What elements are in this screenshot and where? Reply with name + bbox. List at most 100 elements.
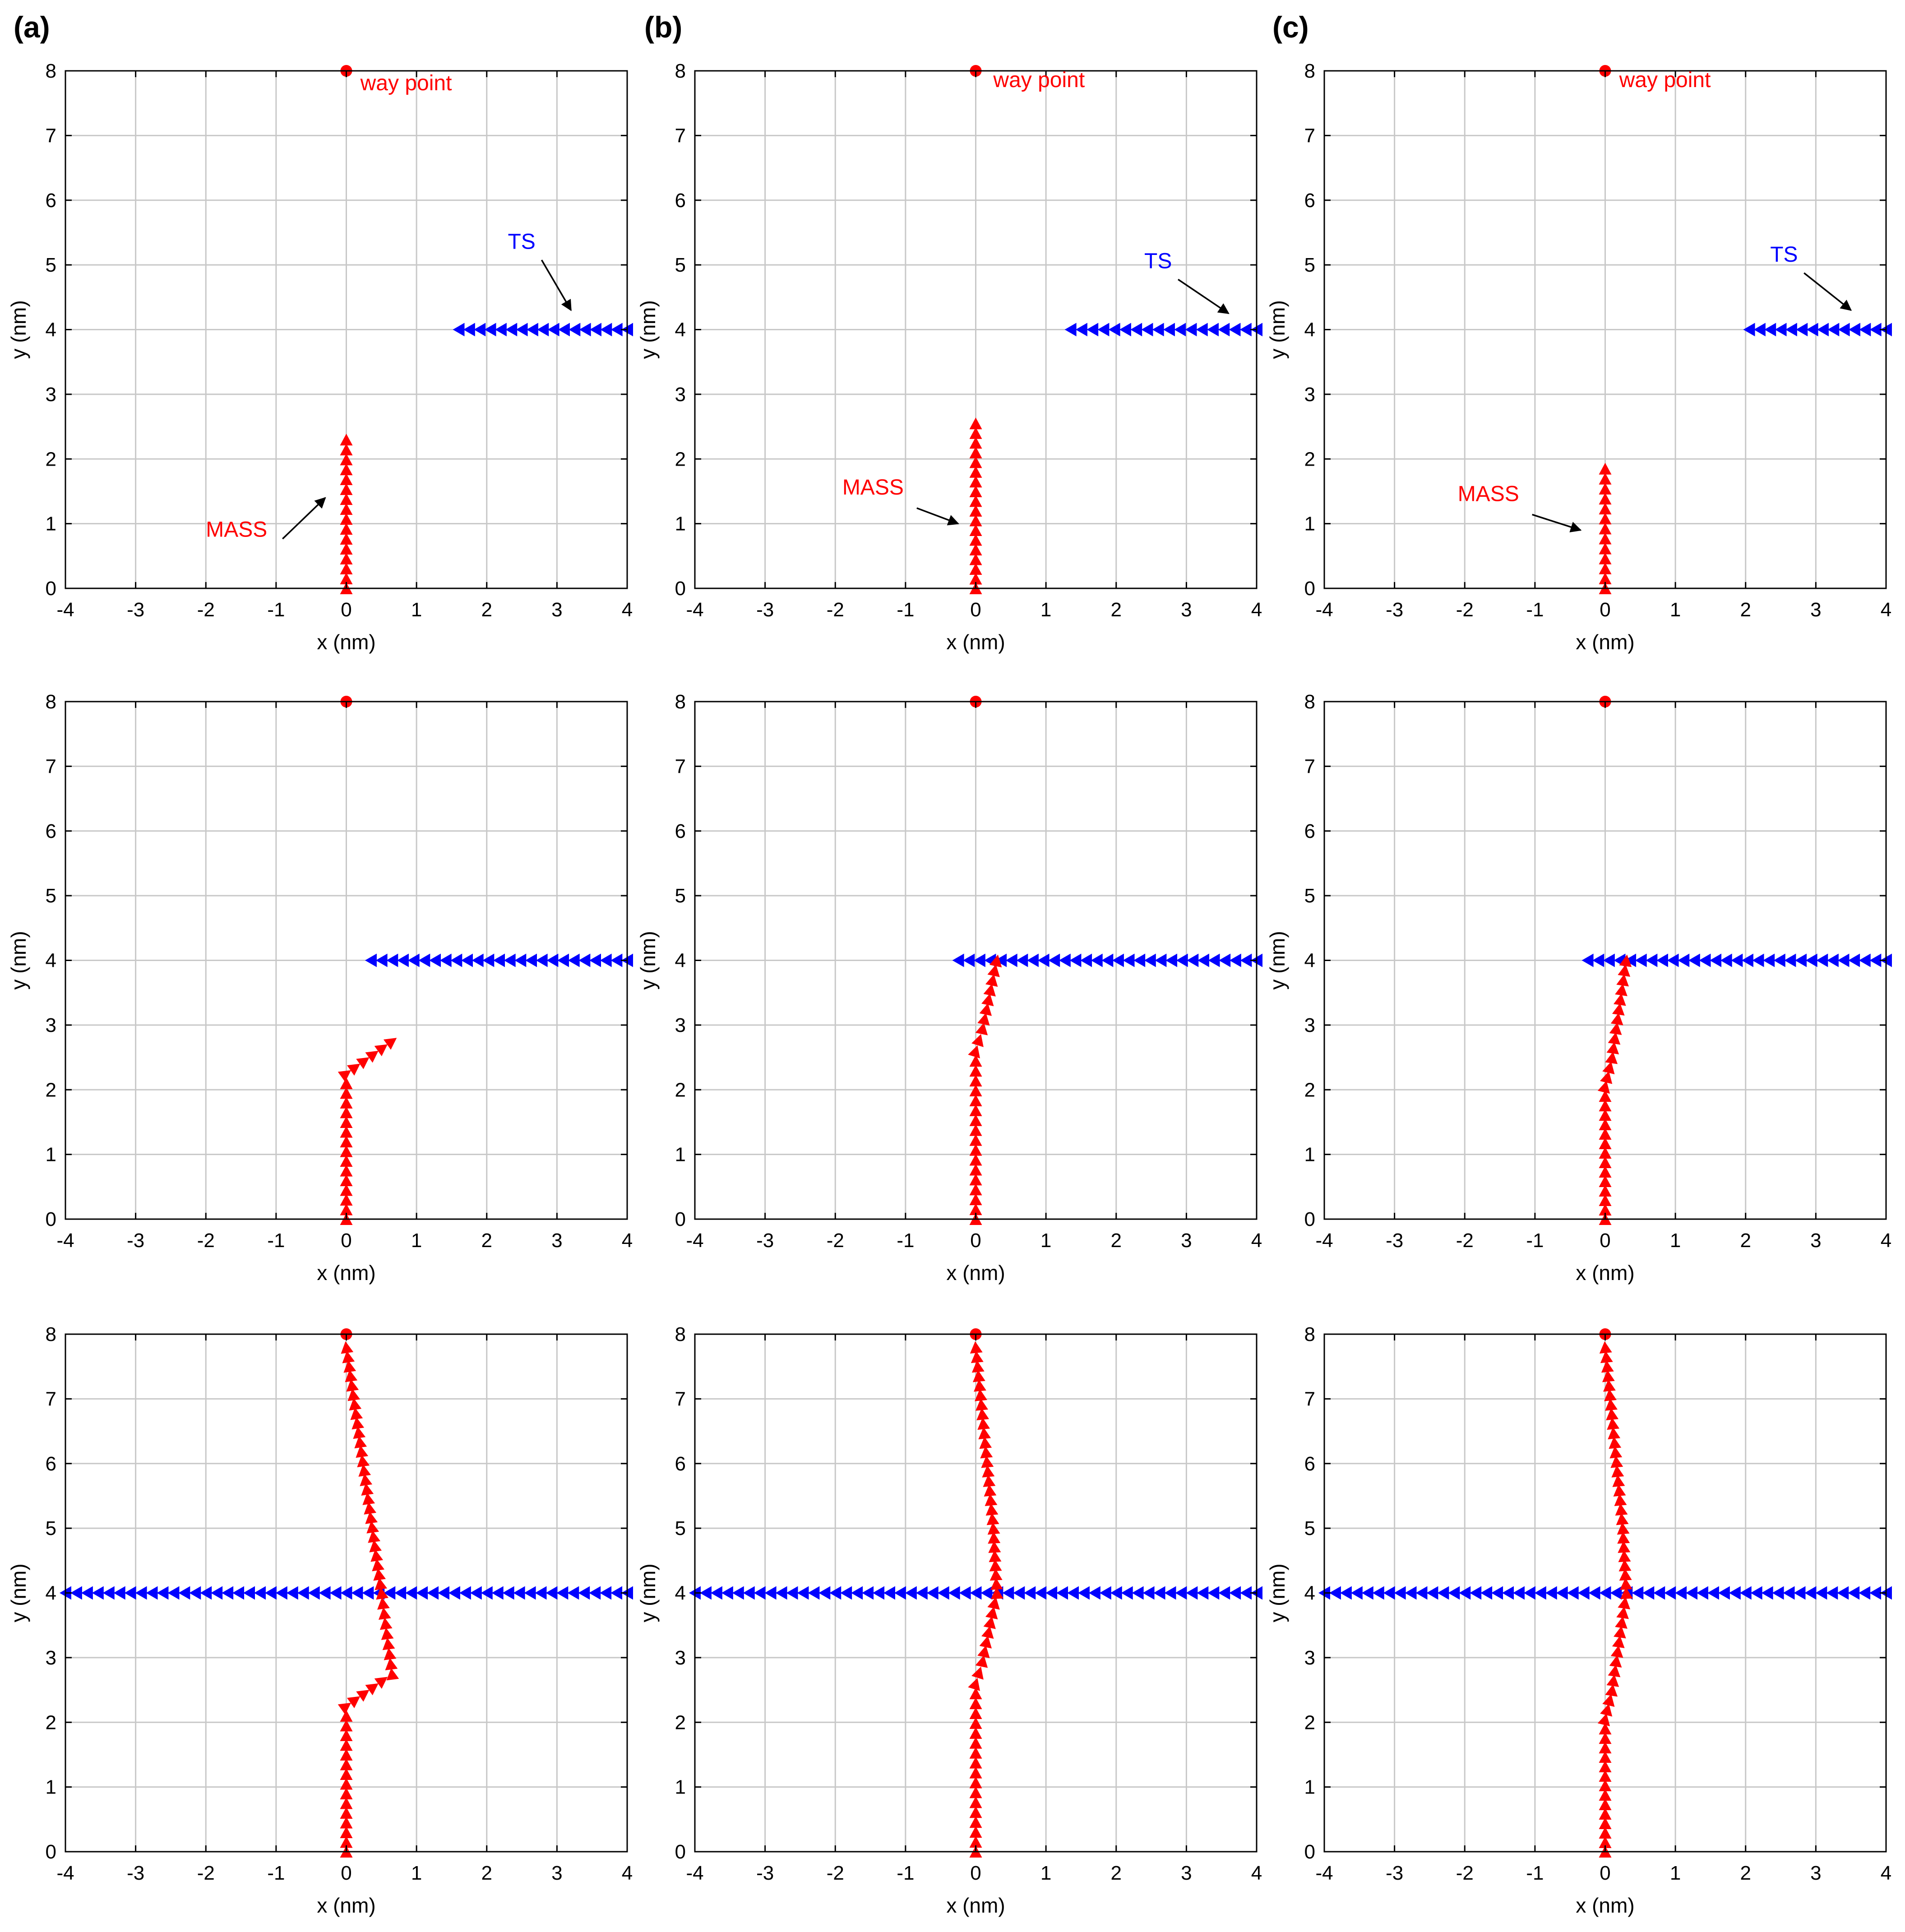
ts-marker	[1859, 1586, 1871, 1600]
y-tick-label: 7	[1304, 1388, 1315, 1410]
mass-marker	[1599, 1827, 1612, 1839]
ts-marker	[926, 1586, 939, 1600]
ts-marker	[1163, 323, 1175, 337]
ts-marker	[1775, 323, 1787, 337]
mass-marker	[1611, 1465, 1624, 1478]
y-tick-label: 2	[675, 1711, 686, 1733]
ts-marker	[536, 953, 548, 967]
x-axis-label: x (nm)	[317, 1261, 375, 1285]
mass-marker	[985, 1503, 999, 1516]
mass-marker	[1613, 1484, 1626, 1497]
y-tick-label: 1	[46, 1144, 56, 1166]
x-tick-label: 2	[1740, 1862, 1751, 1884]
mass-marker	[384, 1648, 397, 1660]
mass-marker	[969, 476, 982, 488]
mass-marker	[340, 1768, 353, 1780]
ts-marker	[1077, 1586, 1090, 1600]
mass-marker	[982, 1465, 995, 1478]
x-tick-label: 1	[411, 1862, 422, 1884]
y-tick-label: 1	[675, 1776, 686, 1798]
ts-marker	[493, 953, 505, 967]
y-tick-label: 8	[46, 1323, 56, 1345]
ts-marker	[905, 1586, 917, 1600]
ts-marker	[275, 1586, 287, 1600]
mass-marker	[1610, 1012, 1623, 1026]
mass-marker	[1599, 1770, 1612, 1782]
y-tick-label: 1	[1304, 1776, 1315, 1798]
ts-marker	[1176, 953, 1188, 967]
mass-marker	[972, 1370, 985, 1382]
ts-marker	[1710, 953, 1722, 967]
subplot-b-row3: -4 -3 -2 -1 0 1 2 3 4 0 1 2 3 4 5 6 7 8 x (nm) y (nm)	[636, 1323, 1262, 1917]
ts-marker	[610, 1586, 623, 1600]
ts-marker	[1026, 953, 1039, 967]
mass-marker	[969, 573, 982, 585]
ts-marker	[1764, 323, 1776, 337]
mass-marker	[1600, 1350, 1613, 1363]
x-tick-label: -2	[827, 1229, 844, 1252]
mass-marker	[969, 1766, 982, 1779]
ts-marker	[1383, 1586, 1395, 1600]
mass-marker	[968, 1678, 980, 1691]
x-tick-label: 1	[1670, 599, 1681, 621]
y-tick-label: 2	[1304, 1079, 1315, 1101]
mass-marker	[351, 1417, 365, 1430]
ts-marker	[102, 1586, 115, 1600]
ts-marker	[1164, 1586, 1176, 1600]
x-tick-label: 2	[1111, 599, 1122, 621]
mass-marker	[347, 1063, 361, 1076]
mass-marker	[340, 1797, 353, 1809]
y-tick-label: 7	[46, 1388, 56, 1410]
ts-marker	[470, 1586, 482, 1600]
annotation-arrow	[282, 497, 326, 540]
x-tick-label: -2	[827, 599, 844, 621]
ts-marker	[589, 1586, 601, 1600]
waypoint-annotation: way point	[993, 68, 1085, 92]
y-tick-label: 3	[46, 1647, 56, 1669]
ts-marker	[232, 1586, 245, 1600]
ts-marker	[1653, 1586, 1665, 1600]
y-tick-label: 4	[1304, 1582, 1315, 1604]
mass-marker	[338, 1702, 351, 1715]
ts-marker	[1656, 953, 1668, 967]
y-tick-label: 2	[1304, 448, 1315, 470]
x-tick-label: -3	[1386, 1862, 1403, 1884]
x-tick-label: 3	[1181, 1229, 1192, 1252]
y-tick-label: 3	[675, 1647, 686, 1669]
mass-marker	[1616, 1606, 1629, 1619]
ts-marker	[1448, 1586, 1460, 1600]
x-tick-label: 1	[411, 599, 422, 621]
ts-marker	[1859, 323, 1871, 337]
mass-marker	[971, 1350, 984, 1363]
ts-marker	[1718, 1586, 1730, 1600]
mass-marker	[969, 1164, 982, 1176]
ts-marker	[1207, 1586, 1220, 1600]
ts-marker	[1459, 1586, 1471, 1600]
mass-marker	[969, 1065, 982, 1077]
mass-marker	[1605, 1051, 1618, 1064]
ts-marker	[472, 953, 484, 967]
mass-marker	[1619, 1568, 1632, 1581]
x-tick-label: 2	[1740, 1229, 1751, 1252]
x-tick-label: 4	[1251, 599, 1262, 621]
mass-marker	[1599, 562, 1612, 574]
mass-marker	[1599, 572, 1612, 584]
panel-label-c: (c)	[1272, 10, 1309, 44]
y-axis-label: y (nm)	[7, 1563, 30, 1622]
ts-marker	[1035, 1586, 1047, 1600]
mass-marker	[340, 1748, 353, 1761]
mass-marker	[340, 1816, 353, 1829]
x-tick-label: -1	[897, 1862, 914, 1884]
mass-marker	[341, 1341, 354, 1354]
mass-marker	[340, 493, 353, 505]
y-tick-label: 7	[675, 1388, 686, 1410]
mass-marker	[979, 1636, 992, 1649]
ts-marker	[1207, 323, 1219, 337]
ts-marker	[1091, 953, 1103, 967]
ts-marker	[1642, 1586, 1655, 1600]
mass-marker	[977, 1645, 990, 1659]
mass-marker	[340, 1203, 353, 1216]
mass-marker	[1599, 1194, 1612, 1206]
x-tick-label: -2	[1456, 1862, 1474, 1884]
ts-marker	[808, 1586, 820, 1600]
